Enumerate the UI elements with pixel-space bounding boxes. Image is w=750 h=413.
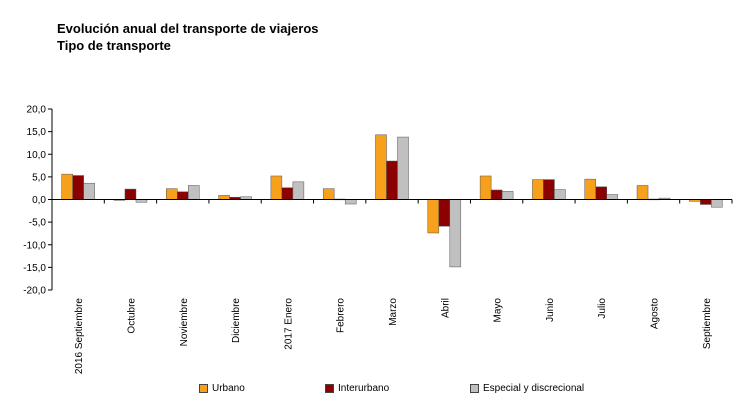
category-label: Diciembre — [231, 298, 242, 343]
bar-3 — [188, 185, 200, 200]
bar-3 — [397, 136, 409, 200]
y-tick-label: 5,0 — [32, 172, 46, 183]
bar-3 — [501, 191, 514, 200]
y-tick-label: -5,0 — [29, 218, 47, 229]
legend-item: Especial y discrecional — [470, 383, 584, 394]
category-label: Junio — [545, 298, 556, 322]
legend-item: Urbano — [199, 383, 245, 394]
y-tick-label: -15,0 — [23, 263, 46, 274]
bar-3 — [83, 182, 95, 200]
category-label: 2017 Enero — [283, 298, 294, 350]
bar-3 — [292, 181, 305, 200]
category-label: Agosto — [650, 298, 661, 330]
bar-1 — [218, 195, 230, 200]
legend-item: Interurbano — [325, 383, 389, 394]
category-label: Octubre — [126, 298, 137, 334]
category-label: 2016 Septiembre — [74, 298, 85, 375]
chart-title-block: Evolución anual del transporte de viajer… — [57, 20, 319, 54]
bar-2 — [72, 175, 84, 200]
bar-3 — [449, 199, 462, 268]
category-label: Julio — [597, 298, 608, 319]
chart-legend: Urbano Interurbano Especial y discrecional — [0, 383, 750, 399]
bar-1 — [636, 185, 649, 200]
bar-3 — [554, 189, 566, 200]
bar-2 — [438, 199, 451, 227]
bar-1 — [375, 134, 387, 200]
y-tick-label: 10,0 — [27, 150, 47, 161]
category-label: Febrero — [336, 298, 347, 333]
bar-2 — [281, 187, 294, 200]
legend-swatch — [199, 384, 208, 393]
bar-1 — [427, 199, 440, 234]
bar-2 — [543, 179, 555, 200]
chart-title: Evolución anual del transporte de viajer… — [57, 21, 319, 36]
bar-2 — [700, 199, 712, 205]
chart-subtitle: Tipo de transporte — [57, 38, 171, 53]
legend-swatch — [470, 384, 479, 393]
y-tick-label: 0,0 — [32, 195, 46, 206]
category-label: Noviembre — [179, 298, 190, 347]
category-label: Septiembre — [702, 298, 713, 350]
bar-1 — [166, 188, 178, 200]
bar-chart: -20,0 -15,0 -10,0 -5,0 0,0 5,0 10,0 15,0 20,0 201… — [23, 105, 733, 375]
bar-1 — [322, 188, 335, 200]
legend-label: Especial y discrecional — [483, 383, 585, 394]
y-tick-label: 15,0 — [27, 127, 47, 138]
y-tick-label: -10,0 — [23, 240, 46, 251]
bar-2 — [595, 186, 607, 200]
bar-1 — [270, 175, 283, 200]
bar-1 — [584, 178, 596, 200]
bar-3 — [711, 199, 723, 208]
legend-label: Interurbano — [338, 383, 390, 394]
bar-1 — [479, 175, 492, 200]
bar-2 — [124, 188, 137, 200]
category-label: Mayo — [493, 298, 504, 323]
bar-2 — [177, 191, 189, 200]
bar-3 — [344, 199, 357, 205]
y-tick-label: 20,0 — [27, 105, 47, 116]
category-label: Abril — [440, 298, 451, 318]
legend-label: Urbano — [212, 383, 245, 394]
bar-1 — [61, 173, 73, 200]
y-tick-label: -20,0 — [23, 286, 46, 297]
bar-1 — [532, 179, 544, 200]
bar-2 — [490, 189, 503, 200]
bar-2 — [386, 160, 398, 200]
category-label: Marzo — [388, 298, 399, 326]
bar-3 — [606, 194, 618, 200]
legend-swatch — [325, 384, 334, 393]
